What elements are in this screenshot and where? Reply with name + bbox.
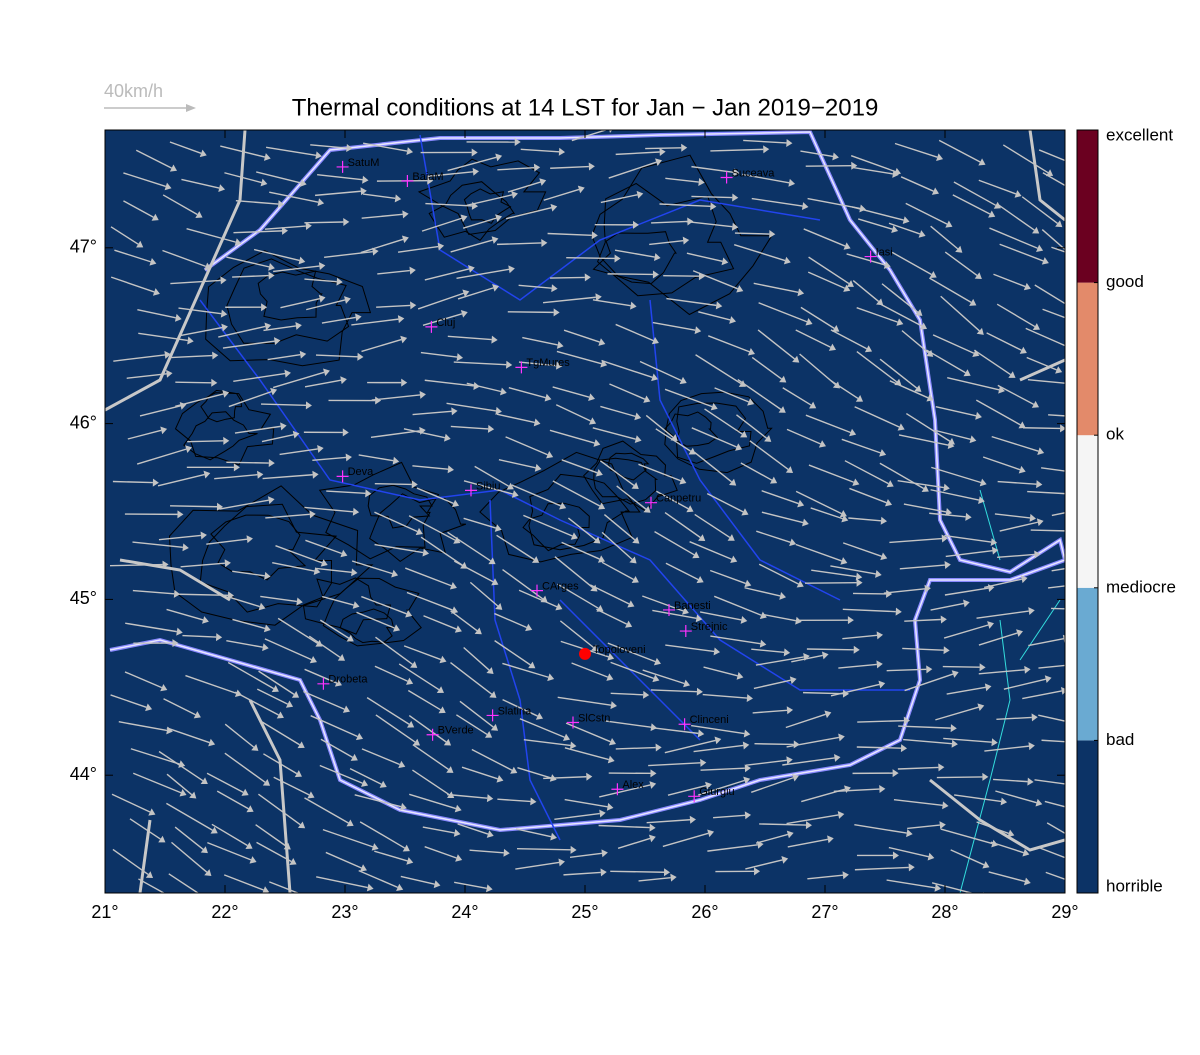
station-label: Sibiu: [476, 480, 500, 492]
wind-arrow: [226, 462, 268, 463]
x-tick-label: 26°: [691, 902, 718, 922]
wind-arrow: [508, 312, 554, 313]
station-label: SlCstn: [578, 712, 610, 724]
wind-arrow: [1023, 428, 1060, 429]
colorbar-label: mediocre: [1106, 577, 1176, 596]
station-label: Clinceni: [690, 714, 729, 726]
station-label: Alex: [622, 779, 644, 791]
x-tick-label: 27°: [811, 902, 838, 922]
highlight-station: [579, 648, 591, 660]
station-label: Cluj: [436, 317, 455, 329]
wind-arrow: [375, 484, 412, 485]
x-tick-label: 29°: [1051, 902, 1078, 922]
colorbar-label: bad: [1106, 730, 1134, 749]
station-label: CArges: [542, 581, 579, 593]
wind-arrow: [610, 871, 664, 872]
x-tick-label: 28°: [931, 902, 958, 922]
wind-arrow: [550, 277, 585, 278]
colorbar-label: excellent: [1106, 125, 1173, 144]
x-tick-label: 24°: [451, 902, 478, 922]
wind-arrow-head: [1069, 344, 1076, 351]
wind-arrow: [645, 148, 681, 149]
y-tick-label: 45°: [70, 588, 97, 608]
station-label: BaiaM: [412, 171, 443, 183]
map-title: Thermal conditions at 14 LST for Jan − J…: [292, 94, 879, 121]
station-label: Banesti: [674, 600, 711, 612]
colorbar-band: [1077, 130, 1098, 283]
wind-arrow: [807, 649, 854, 650]
wind-arrow-head: [178, 899, 185, 906]
y-tick-label: 47°: [70, 237, 97, 257]
map-area: SatuM BaiaM Suceava Iasi Cluj TgMures Deva Sibi…: [105, 125, 1107, 905]
wind-arrow: [187, 441, 223, 442]
colorbar-band: [1077, 435, 1098, 588]
colorbar-band: [1077, 283, 1098, 436]
wind-arrow: [805, 583, 857, 584]
wind-arrow: [304, 222, 343, 223]
colorbar-band: [1077, 588, 1098, 741]
colorbar: horrible bad mediocre ok good excellent: [1077, 125, 1176, 895]
wind-arrow: [1031, 530, 1068, 531]
x-tick-label: 21°: [91, 902, 118, 922]
station-label: Iasi: [876, 246, 893, 258]
station-label: TgMures: [526, 357, 570, 369]
y-tick-label: 44°: [70, 764, 97, 784]
scale-arrow-head: [186, 104, 196, 112]
station-label: Slatina: [498, 705, 533, 717]
colorbar-label: horrible: [1106, 876, 1163, 895]
wind-arrow: [754, 744, 793, 745]
scale-label: 40km/h: [104, 81, 163, 101]
station-label: Drobeta: [328, 674, 368, 686]
station-label: SatuM: [348, 157, 380, 169]
wind-arrow-head: [1068, 527, 1074, 535]
wind-arrow: [735, 233, 769, 234]
wind-arrow: [175, 382, 211, 383]
station-label: Suceava: [732, 167, 776, 179]
station-label: Strejnic: [691, 621, 728, 633]
wind-arrow: [170, 506, 217, 507]
x-tick-label: 22°: [211, 902, 238, 922]
station-label: BVerde: [438, 725, 474, 737]
colorbar-label: ok: [1106, 425, 1124, 444]
x-tick-label: 23°: [331, 902, 358, 922]
station-label: Deva: [348, 466, 375, 478]
colorbar-band: [1077, 740, 1098, 893]
wind-arrow-head: [1101, 559, 1108, 567]
wind-arrow: [607, 274, 652, 275]
wind-arrow: [663, 276, 699, 277]
station-label: Canpetru: [656, 493, 701, 505]
wind-arrow: [566, 258, 614, 259]
map-background: [105, 130, 1065, 893]
y-tick-label: 46°: [70, 412, 97, 432]
wind-arrow-head: [312, 895, 319, 902]
wind-arrow: [943, 667, 980, 668]
wind-arrow-head: [1067, 780, 1073, 788]
x-tick-label: 25°: [571, 902, 598, 922]
station-label: Giurgiu: [699, 786, 734, 798]
wind-arrow: [937, 777, 983, 778]
colorbar-label: good: [1106, 272, 1144, 291]
highlight-label: Topoloveni: [593, 644, 646, 656]
